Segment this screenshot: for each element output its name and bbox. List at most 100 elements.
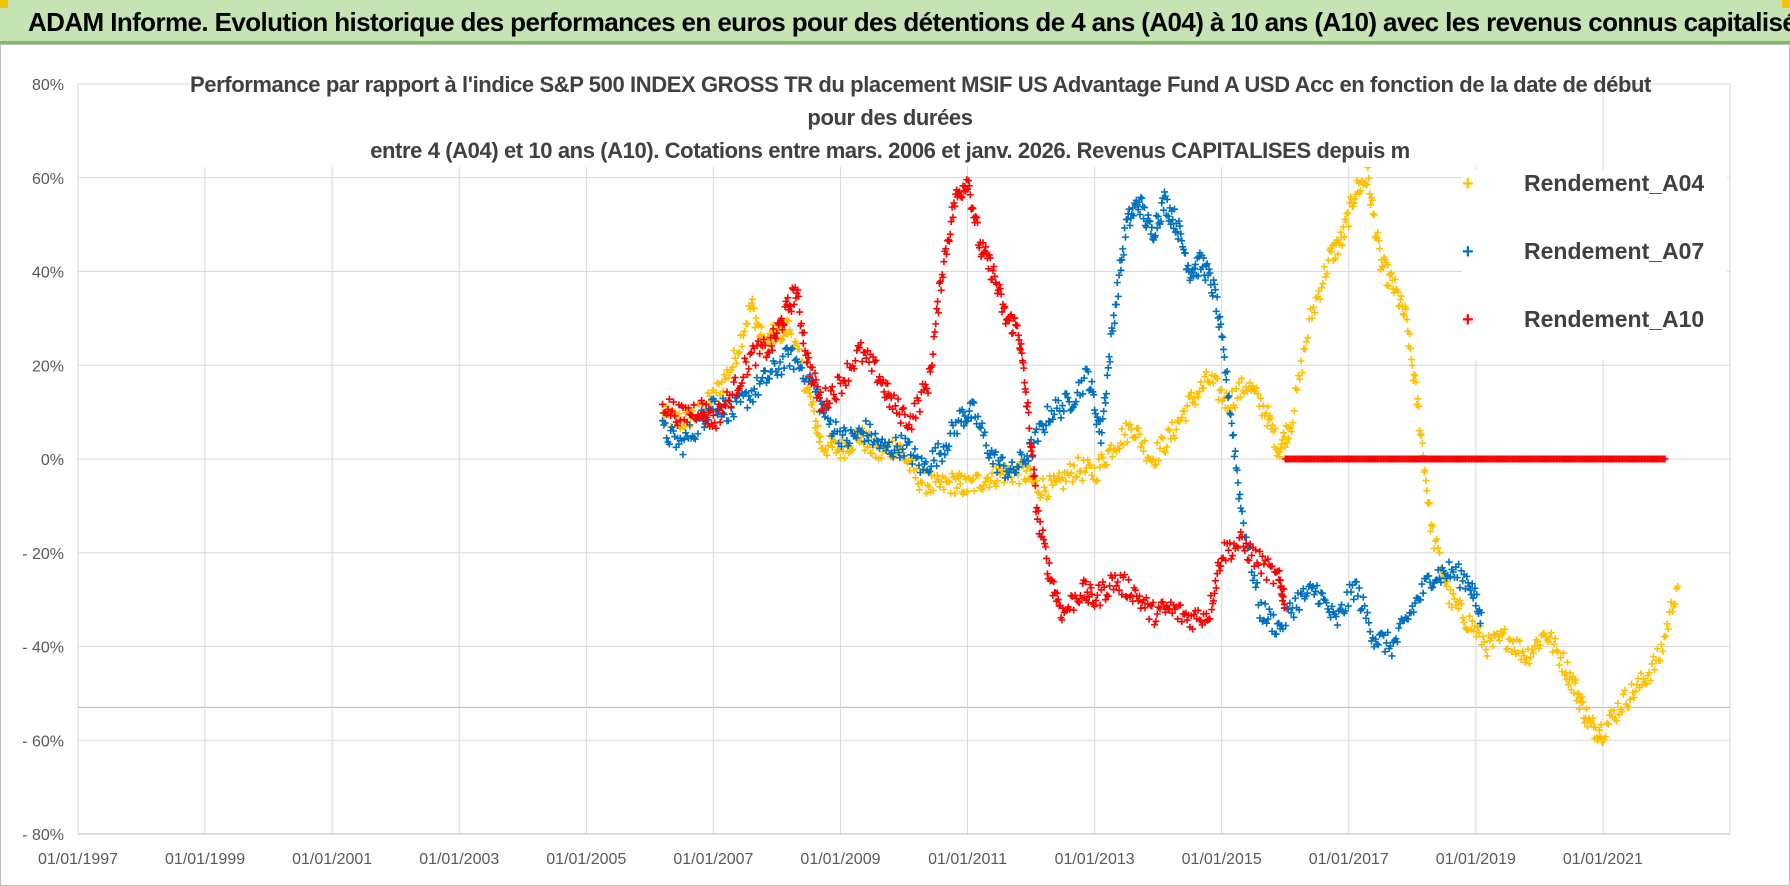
data-point-rendement-a07	[1235, 495, 1243, 503]
data-point-rendement-a07	[1008, 458, 1016, 466]
data-point-rendement-a04	[1425, 499, 1433, 507]
data-point-rendement-a10	[1009, 329, 1017, 337]
data-point-rendement-a10	[868, 367, 876, 375]
data-point-rendement-a07	[1236, 490, 1244, 498]
data-point-rendement-a07	[885, 438, 893, 446]
data-point-rendement-a04	[1042, 487, 1050, 495]
data-point-rendement-a07	[1224, 394, 1232, 402]
data-point-rendement-a04	[1073, 473, 1081, 481]
data-point-rendement-a10-flat	[1661, 455, 1669, 463]
data-point-rendement-a04	[903, 459, 911, 467]
data-point-rendement-a04	[1668, 608, 1676, 616]
x-tick-label: 01/01/2001	[292, 851, 372, 868]
data-point-rendement-a04	[918, 479, 926, 487]
data-point-rendement-a04	[1220, 394, 1228, 402]
data-point-rendement-a10	[804, 349, 812, 357]
data-point-rendement-a07	[1222, 376, 1230, 384]
data-point-rendement-a07	[1104, 364, 1112, 372]
data-point-rendement-a07	[1395, 624, 1403, 632]
data-point-rendement-a07	[874, 437, 882, 445]
data-point-rendement-a07	[1038, 420, 1046, 428]
data-point-rendement-a07	[1140, 215, 1148, 223]
data-point-rendement-a04	[1077, 467, 1085, 475]
data-point-rendement-a04	[1468, 617, 1476, 625]
data-point-rendement-a04	[868, 449, 876, 457]
data-point-rendement-a10	[1149, 599, 1157, 607]
series-rendement-a07	[659, 188, 1485, 660]
data-point-rendement-a04	[992, 482, 1000, 490]
data-point-rendement-a04	[969, 476, 977, 484]
x-tick-label: 01/01/2021	[1563, 851, 1643, 868]
data-point-rendement-a07	[691, 435, 699, 443]
data-point-rendement-a10	[986, 254, 994, 262]
data-point-rendement-a10	[1183, 616, 1191, 624]
data-point-rendement-a04	[1342, 217, 1350, 225]
data-point-rendement-a10	[936, 277, 944, 285]
data-point-rendement-a07	[993, 469, 1001, 477]
data-point-rendement-a04	[1460, 618, 1468, 626]
data-point-rendement-a04	[849, 445, 857, 453]
data-point-rendement-a07	[754, 391, 762, 399]
data-point-rendement-a04	[1081, 468, 1089, 476]
data-point-rendement-a04	[1149, 455, 1157, 463]
data-point-rendement-a07	[1299, 585, 1307, 593]
data-point-rendement-a07	[1137, 193, 1145, 201]
data-point-rendement-a07	[1102, 390, 1110, 398]
data-point-rendement-a04	[1480, 638, 1488, 646]
data-point-rendement-a07	[919, 465, 927, 473]
data-point-rendement-a07	[1065, 398, 1073, 406]
data-point-rendement-a04	[1399, 310, 1407, 318]
data-point-rendement-a07	[1320, 595, 1328, 603]
data-point-rendement-a04	[1368, 196, 1376, 204]
data-point-rendement-a10	[1229, 552, 1237, 560]
data-point-rendement-a10	[1011, 314, 1019, 322]
data-point-rendement-a07	[867, 431, 875, 439]
data-point-rendement-a10	[1134, 597, 1142, 605]
data-point-rendement-a07	[1091, 406, 1099, 414]
data-point-rendement-a10	[805, 354, 813, 362]
data-point-rendement-a07	[765, 375, 773, 383]
data-point-rendement-a04	[1044, 492, 1052, 500]
data-point-rendement-a04	[1531, 642, 1539, 650]
data-point-rendement-a07	[1419, 589, 1427, 597]
data-point-rendement-a10	[780, 321, 788, 329]
data-point-rendement-a04	[1523, 654, 1531, 662]
data-point-rendement-a07	[1048, 407, 1055, 415]
data-point-rendement-a04	[1610, 707, 1618, 715]
data-point-rendement-a07	[847, 426, 855, 434]
data-point-rendement-a07	[1079, 390, 1087, 398]
data-point-rendement-a07	[900, 452, 908, 460]
data-point-rendement-a10	[1099, 578, 1107, 586]
data-point-rendement-a04	[1427, 521, 1435, 529]
data-point-rendement-a10	[1043, 570, 1051, 578]
data-point-rendement-a10	[819, 407, 827, 415]
data-point-rendement-a10	[773, 329, 781, 337]
data-point-rendement-a07	[1404, 615, 1412, 623]
data-point-rendement-a07	[1210, 276, 1218, 284]
data-point-rendement-a04	[1236, 393, 1244, 401]
data-point-rendement-a04	[1664, 625, 1672, 633]
data-point-rendement-a10	[1002, 320, 1010, 328]
data-point-rendement-a07	[911, 445, 919, 453]
data-point-rendement-a07	[967, 414, 975, 422]
data-point-rendement-a10	[768, 346, 776, 354]
data-point-rendement-a10	[974, 219, 982, 227]
data-point-rendement-a10	[934, 309, 942, 317]
data-point-rendement-a04	[1107, 441, 1115, 449]
data-point-rendement-a07	[743, 404, 751, 412]
data-point-rendement-a04	[1397, 292, 1405, 300]
data-point-rendement-a10	[1103, 591, 1111, 599]
data-point-rendement-a07	[1362, 614, 1370, 622]
data-point-rendement-a04	[748, 299, 756, 307]
data-point-rendement-a07	[1102, 399, 1110, 407]
data-point-rendement-a04	[1257, 394, 1265, 402]
data-point-rendement-a07	[1177, 230, 1185, 238]
data-point-rendement-a04	[1183, 402, 1191, 410]
series-rendement-a10	[659, 176, 1289, 633]
data-point-rendement-a07	[1469, 594, 1477, 602]
data-point-rendement-a10	[1259, 552, 1267, 560]
data-point-rendement-a07	[1176, 222, 1184, 230]
data-point-rendement-a07	[953, 430, 961, 438]
data-point-rendement-a10	[724, 396, 732, 404]
data-point-rendement-a04	[999, 468, 1007, 476]
